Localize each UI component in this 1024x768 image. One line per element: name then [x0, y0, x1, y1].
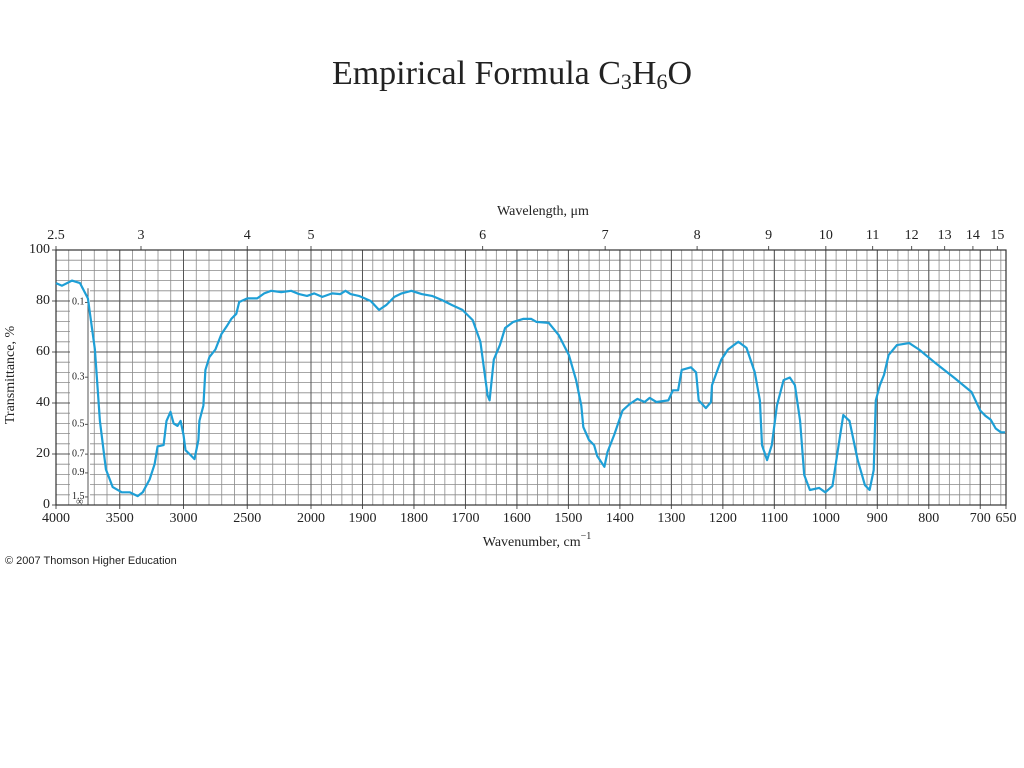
x-tick-label: 1700: [451, 511, 479, 526]
x2-axis-label: Wavelength, μm: [497, 204, 589, 219]
x-tick-label: 1400: [606, 511, 634, 526]
x-tick-label: 1500: [554, 511, 582, 526]
footnote: © 2007 Thomson Higher Education: [5, 555, 177, 567]
x-tick-label: 2000: [297, 511, 325, 526]
absorbance-label: 0.1: [72, 297, 85, 308]
absorbance-label: 1.5: [72, 491, 85, 502]
x-tick-label: 3500: [106, 511, 134, 526]
spectrum-line: [55, 279, 1005, 498]
x2-tick-label: 2.5: [47, 228, 65, 243]
x-label-text: Wavenumber, cm: [483, 535, 581, 550]
x-tick-label: 3000: [170, 511, 198, 526]
x2-tick-label: 10: [819, 228, 833, 243]
x2-tick-label: 12: [905, 228, 919, 243]
x2-tick-label: 7: [602, 228, 609, 243]
x-tick-label: 1900: [348, 511, 376, 526]
x2-tick-label: 5: [308, 228, 315, 243]
title-text: O: [667, 55, 692, 92]
x2-tick-label: 15: [990, 228, 1004, 243]
x-tick-label: 900: [867, 511, 888, 526]
y-tick-label: 100: [29, 242, 50, 257]
x2-tick-label: 3: [138, 228, 145, 243]
x2-tick-label: 14: [966, 228, 980, 243]
absorbance-label: 0.7: [72, 448, 85, 459]
x-tick-label: 1300: [657, 511, 685, 526]
absorbance-label: 0.9: [72, 467, 85, 478]
absorbance-band: [70, 288, 90, 504]
x-tick-label: 650: [996, 511, 1017, 526]
title-subscript: 3: [621, 69, 632, 94]
y-tick-label: 40: [36, 395, 50, 410]
absorbance-label: ∞: [76, 496, 83, 507]
x-tick-label: 1800: [400, 511, 428, 526]
title-text: Empirical Formula C: [332, 55, 621, 92]
y-tick-label: 0: [43, 497, 50, 512]
x2-tick-label: 9: [765, 228, 772, 243]
x-tick-label: 700: [970, 511, 991, 526]
absorbance-label: 0.3: [72, 371, 85, 382]
title-subscript: 6: [656, 69, 667, 94]
x2-tick-label: 6: [479, 228, 486, 243]
plot-frame: [55, 249, 1007, 506]
x-tick-label: 2500: [233, 511, 261, 526]
x-tick-label: 1000: [812, 511, 840, 526]
x-tick-label: 1600: [503, 511, 531, 526]
x-tick-label: 1100: [761, 511, 788, 526]
x2-tick-label: 4: [244, 228, 251, 243]
y-tick-label: 80: [36, 293, 50, 308]
y-tick-label: 60: [36, 344, 50, 359]
x-axis-label: Wavenumber, cm−1: [483, 531, 591, 550]
x2-tick-label: 11: [866, 228, 879, 243]
absorbance-label: 0.5: [72, 419, 85, 430]
x-label-superscript: −1: [581, 531, 592, 542]
x-tick-label: 4000: [42, 511, 70, 526]
y-tick-label: 20: [36, 446, 50, 461]
title-text: H: [632, 55, 657, 92]
x-tick-label: 800: [918, 511, 939, 526]
x2-tick-label: 8: [694, 228, 701, 243]
y-axis-label: Transmittance, %: [3, 326, 18, 425]
x-tick-label: 1200: [709, 511, 737, 526]
x2-tick-label: 13: [938, 228, 952, 243]
slide-title: Empirical Formula C3H6O: [332, 55, 692, 94]
